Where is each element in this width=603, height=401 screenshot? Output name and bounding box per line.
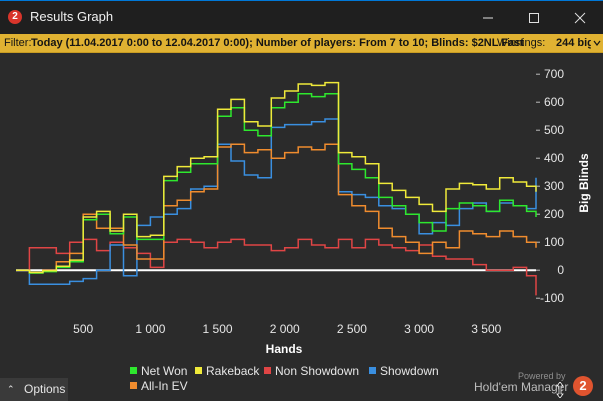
x-tick-label: 3 000: [404, 322, 434, 336]
showdown-swatch: [369, 367, 376, 374]
winnings-value: 244 big: [556, 37, 594, 49]
filter-expand-button[interactable]: [591, 34, 603, 52]
legend-all-in-ev-label: All-In EV: [141, 379, 188, 393]
legend-showdown-label: Showdown: [380, 364, 439, 378]
chart-legend: Net Won Rakeback Non Showdown Showdown A…: [0, 364, 603, 401]
minimize-button[interactable]: [465, 1, 511, 34]
y-tick-label: -100: [540, 291, 564, 305]
app-icon: 2: [8, 10, 22, 24]
x-tick-label: 2 500: [337, 322, 367, 336]
options-button[interactable]: ⌃ Options: [0, 378, 68, 401]
net-won-line: [16, 93, 537, 274]
y-tick-label: 400: [544, 151, 564, 165]
rakeback-line: [16, 81, 537, 274]
showdown-line: [16, 118, 537, 285]
x-tick-label: 1 500: [203, 322, 233, 336]
filter-label: Filter:: [4, 37, 32, 49]
y-tick-label: 100: [544, 235, 564, 249]
y-tick-label: 200: [544, 207, 564, 221]
y-tick-label: 300: [544, 179, 564, 193]
chevron-down-icon: [593, 40, 601, 46]
options-label: Options: [24, 382, 66, 396]
chart-area: [0, 53, 603, 365]
x-axis-label: Hands: [266, 342, 303, 356]
all-in-ev-swatch: [130, 382, 137, 389]
all-in-ev-line: [16, 143, 537, 274]
maximize-icon: [529, 13, 539, 23]
y-tick-label: 700: [544, 67, 564, 81]
legend-net-won-label: Net Won: [141, 364, 188, 378]
chevron-up-icon: ⌃: [7, 384, 15, 394]
results-chart: -100 0 100 200 300 400 500 600 700 500 1 000 1 500 2…: [16, 67, 591, 356]
window-title: Results Graph: [30, 9, 114, 24]
filter-bar[interactable]: Filter: Today (11.04.2017 0:00 to 12.04.…: [0, 34, 603, 53]
hm2-logo: 2: [573, 376, 593, 396]
title-bar: 2 Results Graph: [0, 0, 603, 34]
maximize-button[interactable]: [511, 1, 557, 34]
legend-rakeback-label: Rakeback: [206, 364, 260, 378]
close-button[interactable]: [557, 1, 603, 34]
legend-all-in-ev[interactable]: All-In EV: [130, 379, 188, 393]
y-tick-label: 500: [544, 123, 564, 137]
legend-net-won[interactable]: Net Won: [130, 364, 187, 378]
y-tick-label: 0: [557, 263, 564, 277]
legend-showdown[interactable]: Showdown: [369, 364, 439, 378]
brand-name: Hold'em Manager: [474, 380, 569, 394]
winnings-label: Winnings:: [497, 37, 546, 49]
y-tick-label: 600: [544, 95, 564, 109]
legend-non-showdown-label: Non Showdown: [275, 364, 360, 378]
x-tick-label: 500: [73, 322, 93, 336]
y-axis-label: Big Blinds: [577, 153, 591, 213]
non-showdown-swatch: [264, 367, 271, 374]
x-tick-label: 1 000: [135, 322, 165, 336]
x-tick-label: 3 500: [471, 322, 501, 336]
filter-text: Today (11.04.2017 0:00 to 12.04.2017 0:0…: [31, 37, 524, 49]
legend-rakeback[interactable]: Rakeback: [195, 364, 259, 378]
powered-by-text: Powered by: [518, 371, 566, 381]
legend-non-showdown[interactable]: Non Showdown: [264, 364, 359, 378]
rakeback-swatch: [195, 367, 202, 374]
mouse-cursor-icon: [556, 382, 564, 398]
x-tick-label: 2 000: [270, 322, 300, 336]
close-icon: [574, 12, 586, 24]
net-won-swatch: [130, 367, 137, 374]
minimize-icon: [483, 17, 493, 19]
